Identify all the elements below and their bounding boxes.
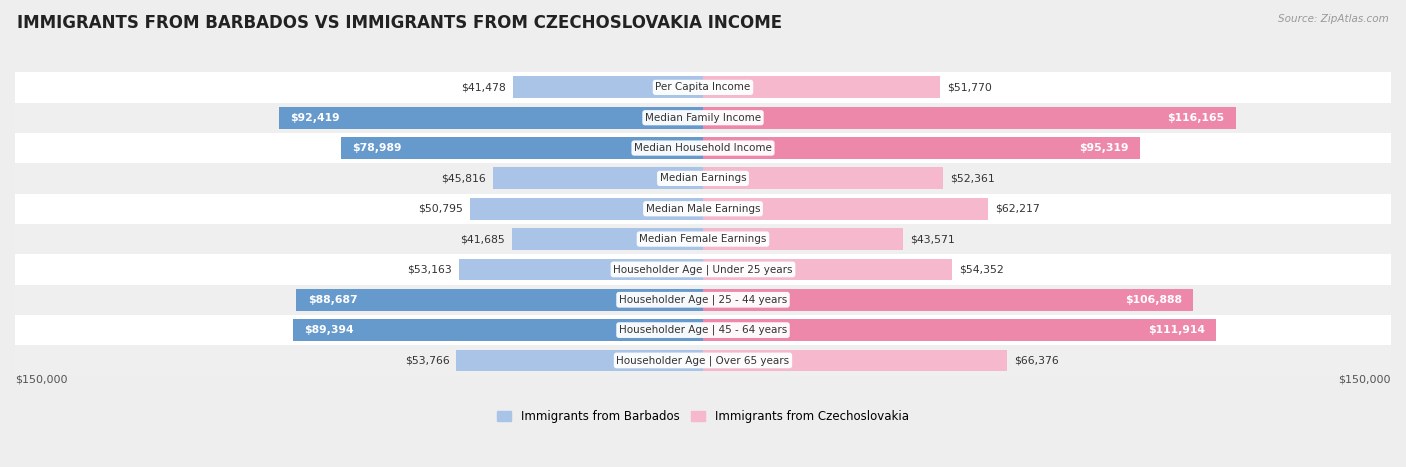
Text: $53,766: $53,766 bbox=[405, 355, 450, 366]
Text: Median Female Earnings: Median Female Earnings bbox=[640, 234, 766, 244]
Text: $66,376: $66,376 bbox=[1014, 355, 1059, 366]
Text: Householder Age | 45 - 64 years: Householder Age | 45 - 64 years bbox=[619, 325, 787, 335]
Bar bbox=[703, 289, 1194, 311]
Text: Median Male Earnings: Median Male Earnings bbox=[645, 204, 761, 214]
Text: $50,795: $50,795 bbox=[418, 204, 463, 214]
Text: $89,394: $89,394 bbox=[305, 325, 354, 335]
Bar bbox=[340, 137, 703, 159]
Bar bbox=[512, 228, 703, 250]
Text: $51,770: $51,770 bbox=[948, 82, 993, 92]
Text: $95,319: $95,319 bbox=[1080, 143, 1129, 153]
Bar bbox=[280, 107, 703, 128]
Bar bbox=[15, 193, 1391, 224]
Text: $54,352: $54,352 bbox=[959, 264, 1004, 275]
Bar bbox=[703, 349, 1008, 371]
Text: $45,816: $45,816 bbox=[441, 173, 486, 184]
Bar bbox=[703, 198, 988, 219]
Bar bbox=[460, 259, 703, 280]
Text: $150,000: $150,000 bbox=[15, 374, 67, 384]
Bar bbox=[457, 349, 703, 371]
Text: Median Family Income: Median Family Income bbox=[645, 113, 761, 123]
Bar bbox=[703, 137, 1140, 159]
Bar bbox=[15, 103, 1391, 133]
Text: Householder Age | Under 25 years: Householder Age | Under 25 years bbox=[613, 264, 793, 275]
Bar bbox=[15, 345, 1391, 375]
Bar bbox=[15, 133, 1391, 163]
Bar bbox=[292, 319, 703, 341]
Bar bbox=[703, 168, 943, 189]
Bar bbox=[15, 284, 1391, 315]
Bar bbox=[703, 107, 1236, 128]
Text: Source: ZipAtlas.com: Source: ZipAtlas.com bbox=[1278, 14, 1389, 24]
Text: $92,419: $92,419 bbox=[291, 113, 340, 123]
Bar bbox=[15, 224, 1391, 254]
Text: $41,685: $41,685 bbox=[460, 234, 505, 244]
Text: $62,217: $62,217 bbox=[995, 204, 1040, 214]
Text: $78,989: $78,989 bbox=[352, 143, 402, 153]
Text: Median Household Income: Median Household Income bbox=[634, 143, 772, 153]
Text: $53,163: $53,163 bbox=[408, 264, 453, 275]
Bar bbox=[15, 315, 1391, 345]
Bar bbox=[494, 168, 703, 189]
Text: $116,165: $116,165 bbox=[1167, 113, 1225, 123]
Text: IMMIGRANTS FROM BARBADOS VS IMMIGRANTS FROM CZECHOSLOVAKIA INCOME: IMMIGRANTS FROM BARBADOS VS IMMIGRANTS F… bbox=[17, 14, 782, 32]
Bar bbox=[470, 198, 703, 219]
Bar bbox=[297, 289, 703, 311]
Text: $106,888: $106,888 bbox=[1125, 295, 1182, 305]
Bar bbox=[703, 77, 941, 98]
Text: $41,478: $41,478 bbox=[461, 82, 506, 92]
Bar bbox=[15, 254, 1391, 284]
Bar bbox=[513, 77, 703, 98]
Text: $88,687: $88,687 bbox=[308, 295, 357, 305]
Text: $43,571: $43,571 bbox=[910, 234, 955, 244]
Legend: Immigrants from Barbados, Immigrants from Czechoslovakia: Immigrants from Barbados, Immigrants fro… bbox=[492, 405, 914, 428]
Bar bbox=[703, 228, 903, 250]
Bar bbox=[703, 259, 952, 280]
Text: $111,914: $111,914 bbox=[1147, 325, 1205, 335]
Text: $52,361: $52,361 bbox=[950, 173, 995, 184]
Bar bbox=[703, 319, 1216, 341]
Text: Per Capita Income: Per Capita Income bbox=[655, 82, 751, 92]
Text: $150,000: $150,000 bbox=[1339, 374, 1391, 384]
Bar bbox=[15, 72, 1391, 103]
Text: Householder Age | Over 65 years: Householder Age | Over 65 years bbox=[616, 355, 790, 366]
Text: Householder Age | 25 - 44 years: Householder Age | 25 - 44 years bbox=[619, 295, 787, 305]
Text: Median Earnings: Median Earnings bbox=[659, 173, 747, 184]
Bar bbox=[15, 163, 1391, 193]
